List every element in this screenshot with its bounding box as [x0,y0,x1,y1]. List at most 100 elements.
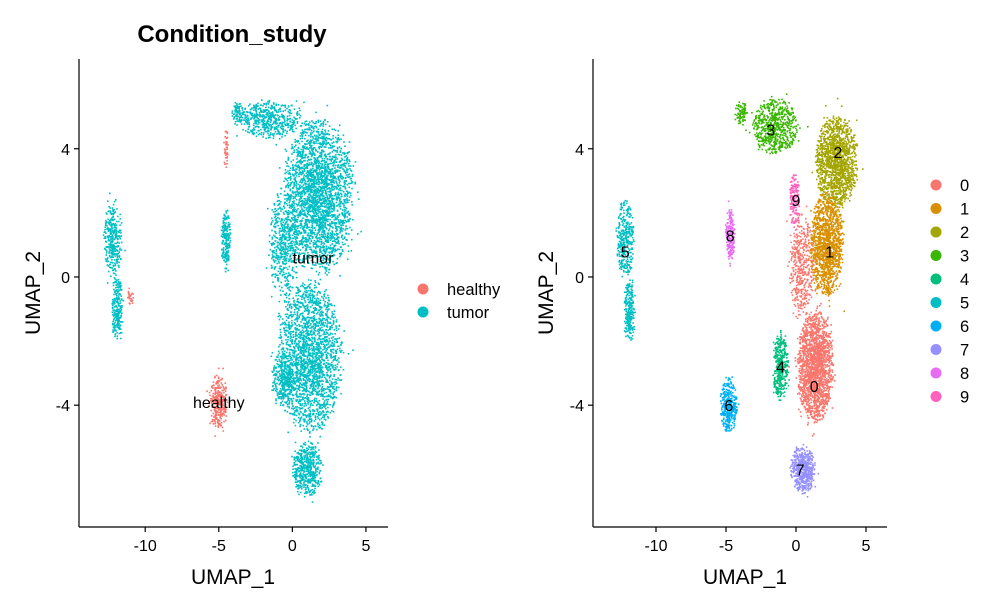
data-point [326,402,328,404]
data-point [317,352,319,355]
data-point [328,395,330,398]
data-point [305,390,307,393]
data-point [295,226,297,228]
data-point [296,324,298,327]
data-point [314,214,316,216]
data-point [287,326,289,329]
data-point [301,261,304,263]
data-point [312,171,314,174]
data-point [313,197,316,200]
data-point [348,182,350,185]
data-point [313,291,316,293]
data-point [284,321,286,324]
data-point [297,469,299,471]
data-point [311,336,313,339]
data-point [319,327,322,330]
data-point [303,168,306,171]
data-point [311,251,313,254]
data-point [322,236,324,238]
data-point [289,337,292,340]
data-point [305,215,307,217]
data-point [317,224,320,226]
data-point [296,313,299,315]
data-point [307,244,309,247]
data-point [324,153,327,156]
data-point [319,255,321,258]
data-point [290,398,293,401]
data-point [309,384,312,386]
data-point [331,339,334,342]
data-point [354,161,357,163]
data-point [317,159,320,162]
data-point [299,171,301,174]
data-point [331,251,334,253]
data-point [306,356,309,359]
data-point [309,404,312,407]
data-point [318,199,321,201]
data-point [306,177,309,180]
data-point [325,190,327,193]
data-point [316,195,318,197]
data-point [310,279,312,282]
data-point [312,307,315,310]
point-group-tumor [274,101,362,282]
data-point [337,241,340,243]
data-point [301,407,304,409]
data-point [287,338,289,341]
data-point [336,184,339,187]
data-point [312,191,314,193]
data-point [303,200,305,202]
data-point [328,211,330,214]
data-point [321,150,324,152]
data-point [317,205,319,208]
data-point [310,186,313,188]
data-point [302,337,305,339]
data-point [326,211,328,213]
data-point [320,361,322,364]
data-point [317,311,319,314]
data-point [306,166,308,168]
data-point [304,287,306,290]
data-point [312,255,314,258]
data-point [295,392,298,394]
data-point [346,190,348,192]
data-point [313,142,316,145]
data-point [299,151,301,153]
data-point [308,127,311,129]
data-point [321,144,324,147]
data-point [297,357,300,359]
data-point [329,194,331,196]
data-point [338,361,340,363]
data-point [318,332,321,334]
data-point [320,243,322,246]
data-point [339,275,341,277]
data-point [328,366,330,369]
data-point [304,384,306,387]
data-point [318,350,321,352]
data-point [310,191,312,194]
data-point [295,343,298,346]
data-point [317,183,319,186]
data-point [309,185,311,188]
data-point [316,313,318,315]
data-point [320,350,323,353]
data-point [294,208,297,211]
data-point [331,333,334,335]
data-point [344,195,346,198]
data-point [331,313,334,315]
data-point [332,320,335,323]
data-point [309,171,312,173]
data-point [314,465,316,467]
data-point [311,320,314,322]
data-point [314,302,317,305]
data-point [314,491,316,494]
data-point [317,298,320,300]
data-point [333,218,336,221]
data-point [302,360,304,362]
data-point [314,415,317,417]
data-point [304,403,307,405]
data-point [336,341,338,344]
data-point [292,405,294,408]
data-point [310,361,313,363]
data-point [305,486,307,489]
